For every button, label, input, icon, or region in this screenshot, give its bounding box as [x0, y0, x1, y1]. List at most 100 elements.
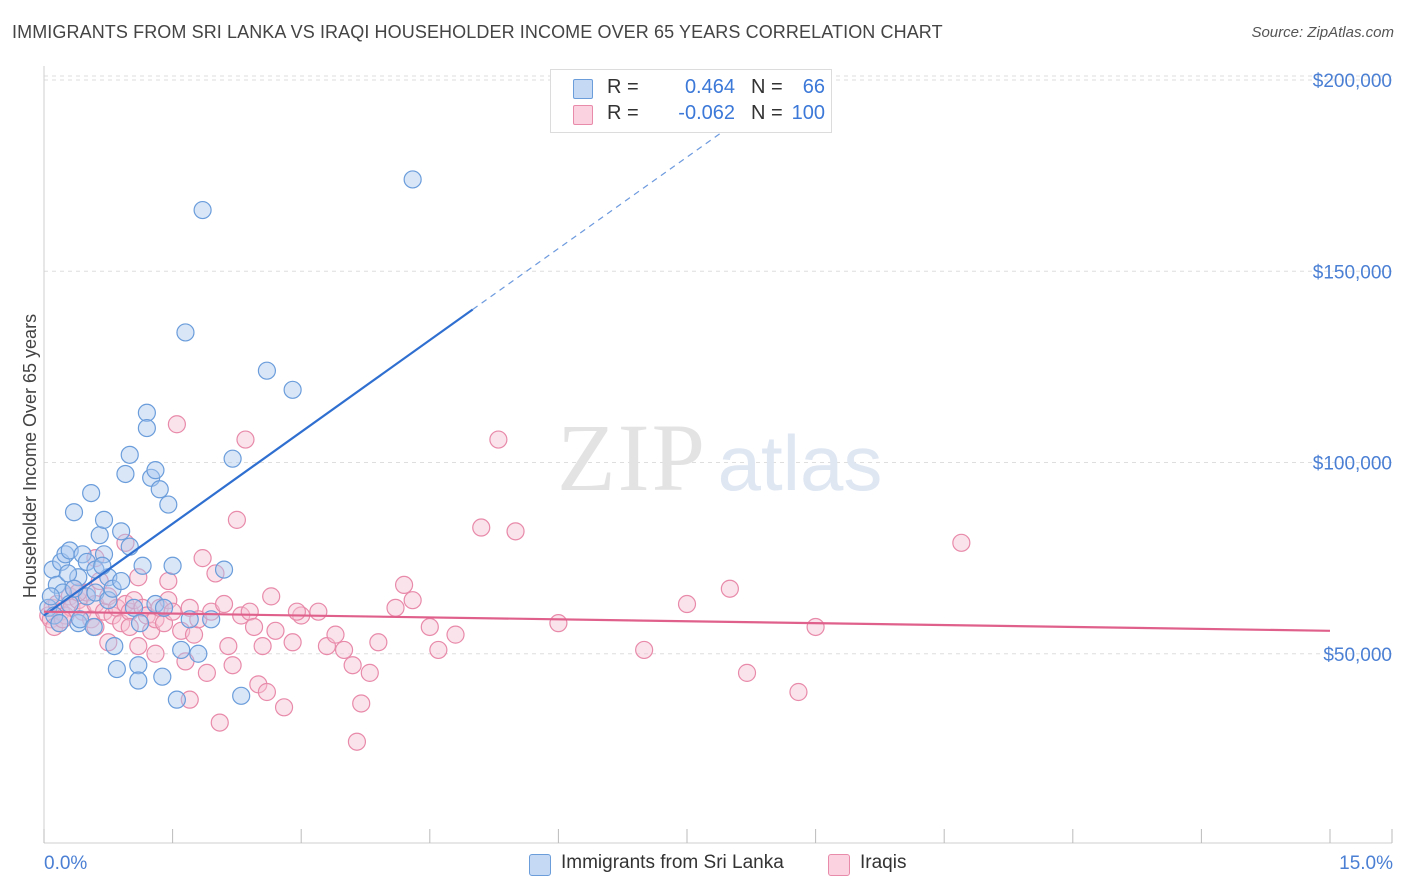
data-point — [137, 403, 156, 422]
data-point — [107, 659, 126, 679]
trend-extension-sri-lanka — [472, 113, 748, 310]
data-point — [41, 587, 60, 606]
trend-line-iraqis — [43, 610, 1331, 632]
data-point — [159, 571, 178, 591]
legend-swatch-pink — [828, 854, 850, 876]
gridlines — [44, 75, 1392, 655]
data-point — [287, 602, 307, 621]
data-point — [952, 533, 971, 552]
data-point — [112, 571, 131, 591]
x-tick-label: 0.0% — [44, 853, 87, 874]
data-point — [489, 430, 508, 449]
data-point — [146, 461, 165, 480]
data-point — [506, 522, 525, 541]
data-point — [90, 526, 109, 545]
data-point — [360, 663, 379, 682]
data-point — [137, 418, 156, 438]
y-tick-label: $200,000 — [1313, 71, 1392, 92]
data-point — [352, 694, 371, 713]
legend-r-value: -0.062 — [678, 102, 735, 124]
data-point — [219, 636, 238, 656]
data-point — [130, 614, 150, 633]
data-point — [129, 656, 148, 675]
data-point — [403, 170, 422, 189]
legend-swatch-pink — [573, 105, 593, 125]
legend-r-label: R = — [607, 76, 639, 98]
data-point — [50, 614, 69, 633]
legend-n-value: 100 — [791, 102, 825, 124]
data-point — [133, 556, 152, 575]
y-tick-label: $50,000 — [1323, 645, 1392, 666]
data-point — [309, 602, 328, 621]
legend-label: Iraqis — [860, 852, 907, 873]
data-point — [84, 617, 103, 637]
data-point — [343, 656, 362, 675]
data-point — [223, 449, 242, 468]
data-point — [150, 480, 169, 499]
data-point — [163, 556, 182, 575]
source-label: Source: ZipAtlas.com — [1251, 24, 1394, 41]
data-point — [386, 598, 405, 617]
data-point — [257, 361, 277, 380]
data-point — [58, 564, 78, 583]
data-point — [283, 380, 302, 399]
data-point — [64, 503, 84, 522]
legend-n-value: 66 — [802, 76, 825, 98]
data-point — [176, 323, 195, 342]
x-tick-label: 15.0% — [1339, 853, 1393, 874]
data-point — [94, 510, 114, 529]
data-point — [146, 644, 165, 663]
data-point — [253, 636, 272, 656]
data-point — [326, 625, 345, 644]
data-point — [70, 610, 90, 629]
data-point — [720, 579, 739, 598]
data-point — [262, 587, 281, 606]
data-point — [266, 621, 285, 640]
data-point — [184, 625, 204, 644]
trend-line-sri-lanka — [43, 308, 474, 617]
data-point — [206, 564, 225, 583]
data-point — [93, 556, 112, 575]
data-point — [120, 537, 139, 556]
watermark-atlas: atlas — [718, 419, 883, 507]
data-point — [240, 602, 259, 621]
legend-n-label: N = — [751, 102, 783, 124]
data-point — [214, 594, 234, 614]
data-point — [163, 602, 182, 621]
series-sri-lanka — [39, 170, 422, 709]
data-point — [82, 484, 101, 503]
data-point — [193, 200, 212, 220]
data-point — [283, 633, 302, 652]
y-axis-label: Householder Income Over 65 years — [20, 314, 40, 598]
data-point — [223, 656, 242, 675]
chart-title: IMMIGRANTS FROM SRI LANKA VS IRAQI HOUSE… — [12, 22, 943, 42]
data-point — [210, 713, 229, 732]
y-tick-label: $100,000 — [1313, 454, 1392, 475]
data-point — [635, 640, 654, 660]
data-point — [737, 663, 757, 682]
data-point — [167, 690, 186, 709]
legend-label: Immigrants from Sri Lanka — [561, 852, 784, 873]
data-point — [236, 430, 255, 449]
watermark: ZIP atlas — [557, 404, 882, 511]
data-point — [189, 644, 208, 663]
data-point — [129, 568, 148, 587]
data-point — [334, 640, 354, 660]
data-point — [94, 545, 114, 564]
data-point — [120, 445, 139, 464]
data-point — [446, 625, 465, 644]
series-legend: Immigrants from Sri Lanka Iraqis — [0, 852, 1406, 878]
data-point — [105, 636, 124, 656]
data-point — [420, 617, 439, 637]
data-point — [232, 686, 251, 705]
data-point — [120, 617, 139, 637]
data-point — [116, 464, 135, 484]
data-point — [129, 636, 148, 656]
data-point — [180, 610, 199, 629]
data-point — [69, 568, 88, 587]
data-point — [193, 549, 212, 568]
legend-r-value: 0.464 — [684, 76, 735, 98]
axes — [43, 66, 1393, 844]
data-point — [472, 518, 491, 537]
watermark-zip: ZIP — [557, 404, 707, 511]
